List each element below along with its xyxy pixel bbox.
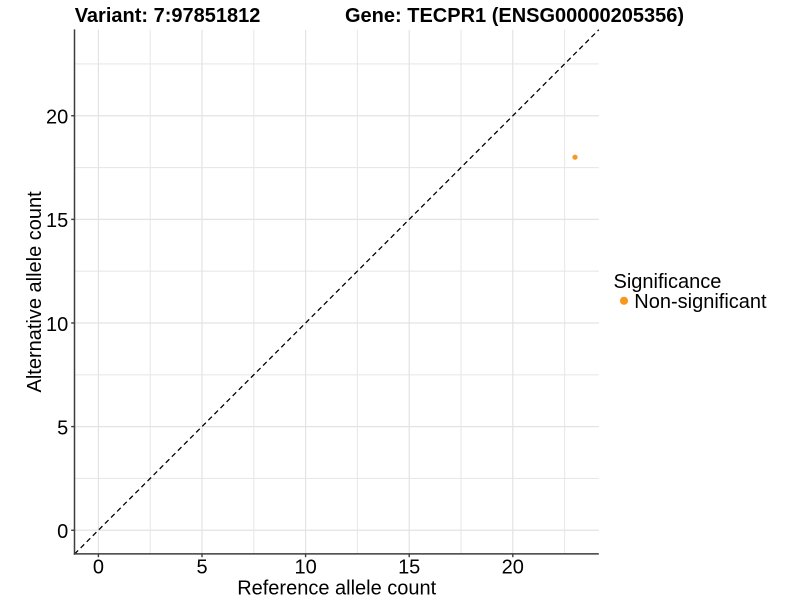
svg-text:Significance: Significance xyxy=(614,271,722,293)
svg-text:0: 0 xyxy=(93,557,104,579)
svg-text:Alternative allele count: Alternative allele count xyxy=(24,191,46,393)
svg-text:Variant: 7:97851812: Variant: 7:97851812 xyxy=(75,5,261,27)
svg-text:10: 10 xyxy=(294,557,316,579)
svg-text:Reference allele count: Reference allele count xyxy=(237,578,436,600)
svg-text:10: 10 xyxy=(46,314,68,336)
svg-text:Gene: TECPR1 (ENSG00000205356): Gene: TECPR1 (ENSG00000205356) xyxy=(345,5,684,27)
svg-text:5: 5 xyxy=(57,417,68,439)
svg-text:20: 20 xyxy=(46,107,68,129)
svg-text:15: 15 xyxy=(46,210,68,232)
svg-text:5: 5 xyxy=(196,557,207,579)
svg-text:15: 15 xyxy=(398,557,420,579)
svg-text:0: 0 xyxy=(57,521,68,543)
svg-text:Non-significant: Non-significant xyxy=(634,291,767,313)
svg-text:20: 20 xyxy=(502,557,524,579)
